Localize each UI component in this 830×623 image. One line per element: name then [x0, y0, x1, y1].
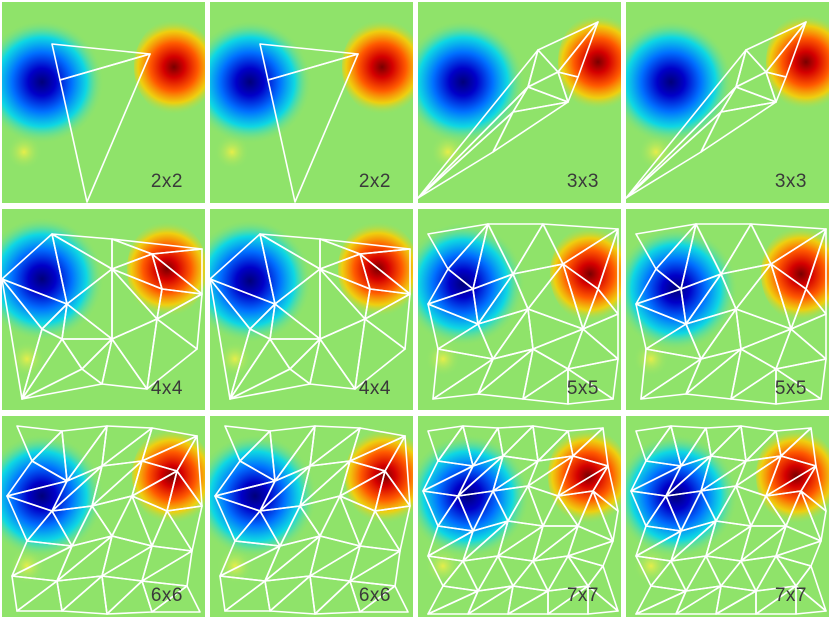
mesh-triangle: [592, 490, 619, 542]
panel-11: 7x7: [418, 416, 621, 617]
hot-blob: [550, 226, 621, 322]
panel-label: 7x7: [566, 585, 599, 606]
mesh-triangle: [166, 505, 203, 552]
panel-label: 4x4: [358, 378, 391, 399]
mesh-triangle: [700, 101, 777, 153]
panel-label: 2x2: [150, 171, 183, 192]
hot-blob: [127, 221, 205, 317]
mesh: [51, 43, 151, 203]
mesh: [635, 223, 827, 405]
hot-blob: [756, 428, 829, 524]
panel-2: 2x2: [210, 2, 413, 203]
panel-label: 3x3: [566, 171, 599, 192]
panel-label: 5x5: [774, 378, 807, 399]
mesh-triangle: [492, 101, 569, 153]
panel-7: 5x5: [418, 209, 621, 410]
mesh-triangle: [384, 435, 411, 507]
panel-label: 6x6: [358, 585, 391, 606]
mesh-triangle: [567, 368, 614, 405]
cold-blob: [2, 209, 104, 349]
mesh: [2, 233, 203, 400]
hot-blob: [548, 428, 621, 524]
mesh-triangle: [176, 435, 203, 507]
mesh: [259, 43, 359, 203]
mesh: [630, 425, 827, 615]
panel-label: 6x6: [150, 585, 183, 606]
mesh: [422, 425, 619, 615]
field-plot: [210, 209, 413, 410]
mesh: [418, 21, 599, 199]
field-plot: [210, 2, 413, 203]
field-plot: [418, 416, 621, 617]
mesh: [626, 21, 807, 199]
panel-8: 5x5: [626, 209, 829, 410]
mesh: [427, 223, 619, 405]
mesh-triangle: [101, 338, 148, 390]
field-plot: [626, 416, 829, 617]
hot-blob: [134, 19, 205, 115]
panel-3: 3x3: [418, 2, 621, 203]
field-plot: [626, 2, 829, 203]
field-plot: [418, 209, 621, 410]
mesh: [214, 425, 411, 615]
mesh: [210, 233, 411, 400]
mesh: [6, 425, 203, 615]
hot-blob: [342, 19, 413, 115]
field-plot: [626, 209, 829, 410]
field-plot: [210, 416, 413, 617]
field-plot: [2, 209, 205, 410]
hot-blob: [761, 226, 829, 322]
field-plot: [418, 2, 621, 203]
panel-label: 2x2: [358, 171, 391, 192]
mesh-triangle: [374, 505, 411, 552]
panel-12: 7x7: [626, 416, 829, 617]
cold-blob: [2, 426, 104, 566]
mesh-triangle: [775, 368, 822, 405]
cold-blob: [210, 211, 312, 351]
panel-10: 6x6: [210, 416, 413, 617]
mesh-triangle: [267, 53, 359, 203]
panel-1: 2x2: [2, 2, 205, 203]
panel-5: 4x4: [2, 209, 205, 410]
mesh-triangle: [364, 288, 411, 320]
cold-blob: [418, 214, 525, 354]
panel-label: 3x3: [774, 171, 807, 192]
mesh-triangle: [59, 53, 151, 203]
mesh-triangle: [800, 490, 827, 542]
mesh-triangle: [151, 585, 201, 613]
mesh-triangle: [795, 565, 827, 612]
panel-6: 4x4: [210, 209, 413, 410]
mesh-triangle: [229, 368, 311, 400]
mesh-triangle: [359, 585, 409, 613]
mesh-triangle: [21, 368, 103, 400]
mesh-triangle: [156, 288, 203, 320]
hot-blob: [338, 221, 413, 317]
field-plot: [2, 2, 205, 203]
mesh-triangle: [587, 565, 619, 612]
mesh-triangle: [309, 338, 356, 390]
panel-label: 5x5: [566, 378, 599, 399]
panel-label: 4x4: [150, 378, 183, 399]
panel-9: 6x6: [2, 416, 205, 617]
panel-label: 7x7: [774, 585, 807, 606]
field-plot: [2, 416, 205, 617]
panel-4: 3x3: [626, 2, 829, 203]
